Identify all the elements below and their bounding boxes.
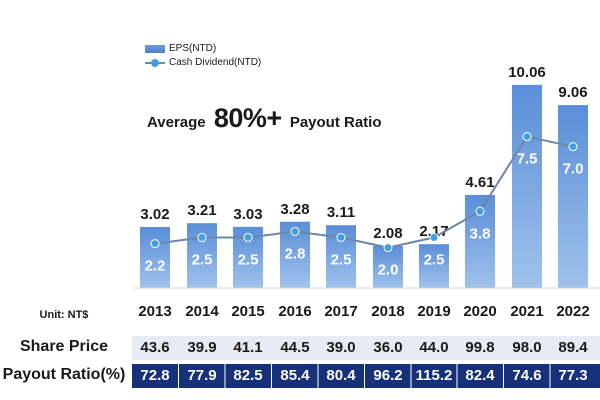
dividend-point-2019 xyxy=(429,233,439,243)
eps-value-label: 9.06 xyxy=(558,84,587,101)
payout-ratio-cell: 85.4 xyxy=(280,367,310,384)
callout-highlight: 80%+ xyxy=(213,103,282,133)
eps-value-label: 3.02 xyxy=(140,206,169,223)
payout-ratio-row-bg xyxy=(132,364,600,388)
legend: EPS(NTD) Cash Dividend(NTD) xyxy=(145,42,261,70)
dividend-line xyxy=(154,135,574,249)
year-tick-label: 2015 xyxy=(231,303,265,320)
year-tick-label: 2021 xyxy=(510,303,544,320)
payout-ratio-cell: 82.5 xyxy=(233,367,263,384)
eps-bar-2022 xyxy=(558,105,588,289)
year-tick-label: 2017 xyxy=(324,303,358,320)
dividend-value-label: 2.2 xyxy=(145,258,166,275)
share-price-cell: 44.0 xyxy=(419,339,449,356)
year-tick-label: 2018 xyxy=(371,303,405,320)
year-tick-label: 2013 xyxy=(138,303,172,320)
eps-value-label: 3.28 xyxy=(280,201,309,218)
share-price-cell: 43.6 xyxy=(140,339,170,356)
eps-value-label: 4.61 xyxy=(465,174,494,191)
legend-item-eps: EPS(NTD) xyxy=(145,42,261,56)
legend-line-swatch xyxy=(145,59,165,67)
year-tick-label: 2016 xyxy=(278,303,312,320)
share-price-cell: 44.5 xyxy=(280,339,310,356)
share-price-label: Share Price xyxy=(19,338,109,355)
dividend-point-2013 xyxy=(150,239,160,249)
legend-dividend-label: Cash Dividend(NTD) xyxy=(169,57,262,68)
payout-ratio-cell: 82.4 xyxy=(465,367,495,384)
legend-eps-label: EPS(NTD) xyxy=(169,43,217,54)
share-price-cell: 39.0 xyxy=(326,339,356,356)
payout-ratio-cell: 77.9 xyxy=(187,367,217,384)
dividend-point-2016 xyxy=(290,226,300,236)
share-price-row-bg xyxy=(132,336,600,360)
dividend-point-2014 xyxy=(197,233,207,243)
year-tick-label: 2019 xyxy=(417,303,451,320)
dividend-point-2018 xyxy=(383,243,393,253)
share-price-cell: 99.8 xyxy=(465,339,495,356)
dividend-value-label: 2.5 xyxy=(424,252,445,269)
unit-label: Unit: NT$ xyxy=(39,309,89,321)
eps-value-label: 2.17 xyxy=(419,223,448,240)
payout-ratio-cell: 74.6 xyxy=(512,367,542,384)
eps-value-label: 10.06 xyxy=(508,64,546,81)
payout-ratio-cell: 96.2 xyxy=(373,367,403,384)
dividend-value-label: 2.5 xyxy=(192,252,213,269)
share-price-cell: 41.1 xyxy=(233,339,263,356)
eps-value-label: 3.11 xyxy=(327,204,355,221)
eps-value-label: 3.03 xyxy=(233,206,262,223)
dividend-point-2021 xyxy=(522,132,532,142)
payout-ratio-cell: 115.2 xyxy=(415,367,453,384)
dividend-value-label: 3.8 xyxy=(470,225,491,242)
dividend-point-2017 xyxy=(336,233,346,243)
year-tick-label: 2020 xyxy=(463,303,497,320)
dividend-value-label: 7.5 xyxy=(517,151,538,168)
dividend-point-2022 xyxy=(568,142,578,152)
payout-ratio-cell: 80.4 xyxy=(326,367,356,384)
legend-bar-swatch xyxy=(145,45,165,53)
dividend-point-2015 xyxy=(243,233,253,243)
share-price-cell: 39.9 xyxy=(187,339,217,356)
callout-suffix: Payout Ratio xyxy=(289,114,382,131)
payout-ratio-cell: 72.8 xyxy=(140,367,170,384)
eps-value-label: 3.21 xyxy=(187,202,216,219)
share-price-cell: 36.0 xyxy=(373,339,403,356)
dividend-value-label: 2.8 xyxy=(285,245,306,262)
dividend-value-label: 7.0 xyxy=(563,161,584,178)
dividend-point-2020 xyxy=(475,206,485,216)
payout-ratio-label: Payout Ratio(%) xyxy=(2,366,126,383)
dividend-value-label: 2.5 xyxy=(331,252,352,269)
payout-ratio-cell: 77.3 xyxy=(558,367,588,384)
year-tick-label: 2014 xyxy=(185,303,219,320)
eps-bar-2018 xyxy=(373,246,403,288)
year-tick-label: 2022 xyxy=(556,303,590,320)
eps-bar-2021 xyxy=(512,84,542,288)
dividend-value-label: 2.5 xyxy=(238,252,259,269)
dividend-value-label: 2.0 xyxy=(378,262,399,279)
share-price-cell: 98.0 xyxy=(512,339,542,356)
payout-callout: Average 80%+ Payout Ratio xyxy=(147,103,382,134)
eps-bar-2013 xyxy=(140,227,170,288)
eps-bar-2019 xyxy=(419,244,449,288)
legend-item-dividend: Cash Dividend(NTD) xyxy=(145,56,261,70)
callout-prefix: Average xyxy=(147,114,206,131)
eps-value-label: 2.08 xyxy=(373,225,402,242)
share-price-cell: 89.4 xyxy=(558,339,588,356)
